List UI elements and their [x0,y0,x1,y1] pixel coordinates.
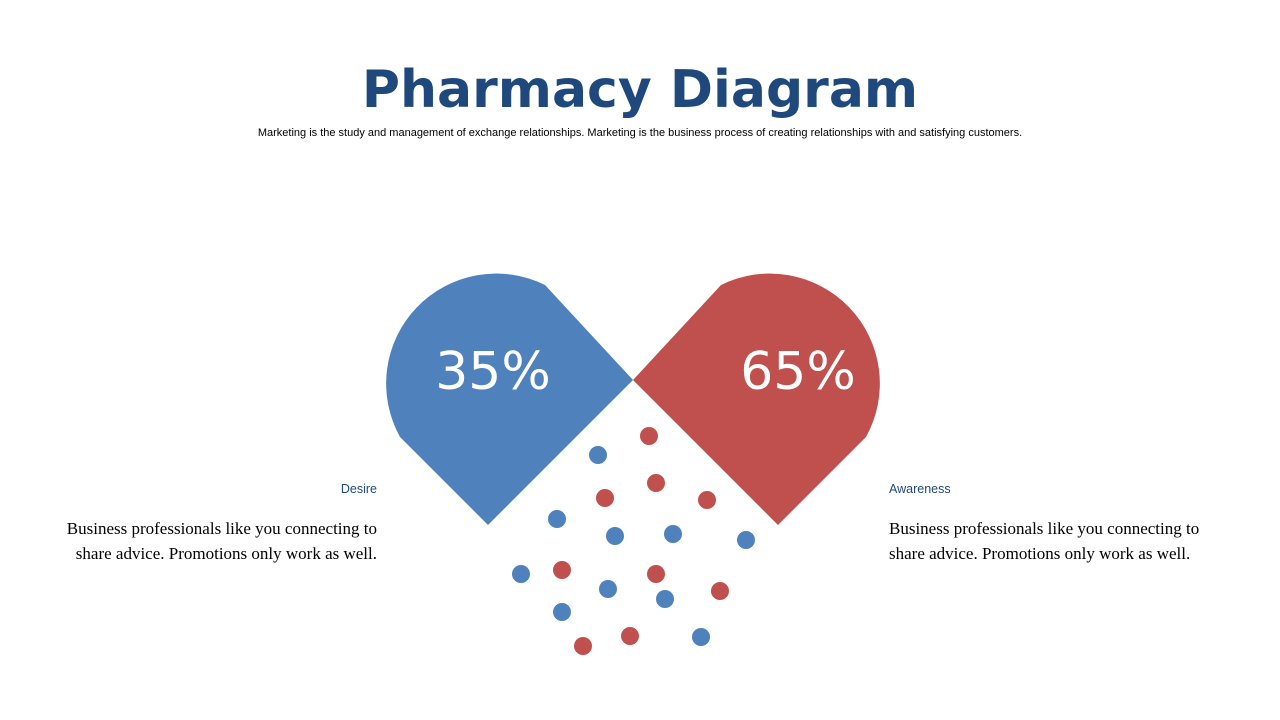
page-subtitle: Marketing is the study and management of… [257,127,1023,139]
granule-dot [692,628,710,646]
granule-dot [599,580,617,598]
page-title: Pharmacy Diagram [361,60,919,120]
granule-dot [548,510,566,528]
granule-dot [647,565,665,583]
granule-dot [621,627,639,645]
granule-dot [656,590,674,608]
granule-dot [698,491,716,509]
granule-dot [596,489,614,507]
granule-dot [553,603,571,621]
left-capsule-half [386,273,633,525]
left-description: Business professionals like you connecti… [66,519,377,563]
granule-dot [512,565,530,583]
left-percent: 35% [435,342,551,402]
right-description: Business professionals like you connecti… [889,519,1200,563]
granule-dot [737,531,755,549]
granule-dot [664,525,682,543]
granule-dot [553,561,571,579]
granules [512,427,755,655]
granule-dot [589,446,607,464]
granule-dot [647,474,665,492]
granule-dot [711,582,729,600]
right-capsule-half [633,273,880,525]
granule-dot [574,637,592,655]
right-label: Awareness [889,482,951,496]
granule-dot [640,427,658,445]
granule-dot [606,527,624,545]
right-percent: 65% [740,342,856,402]
left-label: Desire [340,482,377,496]
